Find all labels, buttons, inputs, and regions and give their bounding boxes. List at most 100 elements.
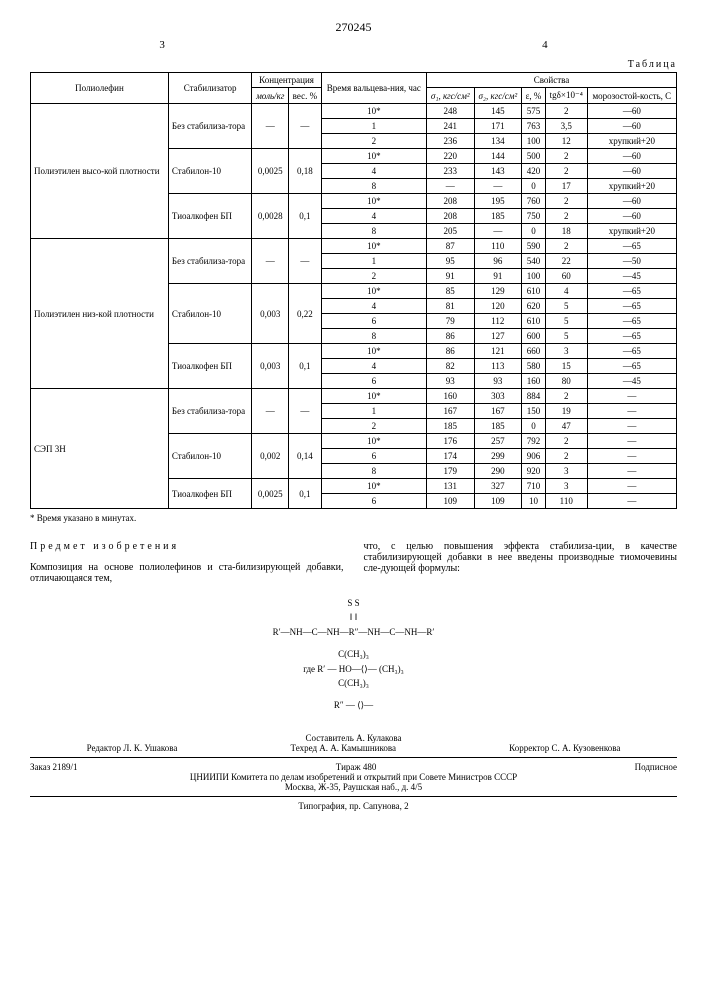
formula-main: R′—NH—C—NH—R″—NH—C—NH—R′: [30, 625, 677, 639]
cell-s1: 85: [426, 284, 474, 299]
cell-e: 100: [522, 134, 546, 149]
cell-e: 884: [522, 389, 546, 404]
cell-f: —60: [587, 209, 676, 224]
cell-pct: 0,1: [289, 344, 322, 389]
th-frost: морозостой-кость, С: [587, 88, 676, 104]
cell-tg: 19: [545, 404, 587, 419]
cell-s2: 110: [474, 239, 522, 254]
cell-mol: —: [252, 389, 289, 434]
divider2: [30, 796, 677, 797]
cell-pct: 0,1: [289, 479, 322, 509]
order: Заказ 2189/1: [30, 762, 78, 772]
cell-s1: 236: [426, 134, 474, 149]
cell-f: —60: [587, 194, 676, 209]
document-number: 270245: [30, 20, 677, 35]
cell-f: —: [587, 479, 676, 494]
cell-time: 4: [321, 164, 426, 179]
cell-tg: 5: [545, 329, 587, 344]
cell-time: 1: [321, 254, 426, 269]
cell-s1: 95: [426, 254, 474, 269]
cell-tg: 2: [545, 149, 587, 164]
techred: Техред А. А. Камышникова: [291, 743, 396, 753]
cell-s2: 112: [474, 314, 522, 329]
cell-time: 8: [321, 464, 426, 479]
cell-time: 10*: [321, 239, 426, 254]
table-row: Полиэтилен высо-кой плотностиБез стабили…: [31, 104, 677, 119]
th-time: Время вальцева-ния, час: [321, 73, 426, 104]
cell-s2: 113: [474, 359, 522, 374]
cell-s2: 144: [474, 149, 522, 164]
subject-heading: Предмет изобретения: [30, 541, 344, 552]
cell-f: —45: [587, 269, 676, 284]
cell-tg: 4: [545, 284, 587, 299]
cell-e: 590: [522, 239, 546, 254]
cell-time: 4: [321, 299, 426, 314]
page-right: 4: [542, 39, 548, 51]
pub-org: ЦНИИПИ Комитета по делам изобретений и о…: [30, 772, 677, 782]
cell-f: хрупкий+20: [587, 224, 676, 239]
cell-tg: 22: [545, 254, 587, 269]
cell-f: —65: [587, 344, 676, 359]
cell-time: 10*: [321, 389, 426, 404]
subscription: Подписное: [635, 762, 677, 772]
cell-f: —60: [587, 104, 676, 119]
cell-e: 580: [522, 359, 546, 374]
cell-e: 0: [522, 179, 546, 194]
cell-f: —45: [587, 374, 676, 389]
cell-s2: 167: [474, 404, 522, 419]
pub-row: Заказ 2189/1 Тираж 480 Подписное: [30, 762, 677, 772]
cell-time: 10*: [321, 104, 426, 119]
table-row: Полиэтилен низ-кой плотностиБез стабилиз…: [31, 239, 677, 254]
chemical-formula: S S ‖ ‖ R′—NH—C—NH—R″—NH—C—NH—R′ C(CH₃)₃…: [30, 596, 677, 713]
cell-f: —65: [587, 314, 676, 329]
cell-e: 610: [522, 314, 546, 329]
cell-s2: 134: [474, 134, 522, 149]
th-sigma1: σ₁, кгс/см²: [426, 88, 474, 104]
cell-s2: 96: [474, 254, 522, 269]
formula-r2: R″ — ⟨⟩—: [30, 698, 677, 712]
cell-s2: 185: [474, 419, 522, 434]
cell-tg: 60: [545, 269, 587, 284]
cell-f: —50: [587, 254, 676, 269]
cell-s1: 241: [426, 119, 474, 134]
cell-e: 575: [522, 104, 546, 119]
pub-typo: Типография, пр. Сапунова, 2: [30, 801, 677, 811]
cell-f: —65: [587, 299, 676, 314]
th-concentration: Концентрация: [252, 73, 321, 88]
cell-tg: 15: [545, 359, 587, 374]
cell-e: 100: [522, 269, 546, 284]
cell-pct: 0,1: [289, 194, 322, 239]
cell-f: —65: [587, 284, 676, 299]
cell-f: —: [587, 494, 676, 509]
corrector: Корректор С. А. Кузовенкова: [509, 743, 620, 753]
formula-bonds: ‖ ‖: [30, 610, 677, 624]
cell-s2: 91: [474, 269, 522, 284]
cell-e: 0: [522, 419, 546, 434]
cell-f: —: [587, 419, 676, 434]
cell-time: 6: [321, 449, 426, 464]
table-row: СЭП 3НБез стабилиза-тора——10*1603038842—: [31, 389, 677, 404]
cell-time: 10*: [321, 284, 426, 299]
cell-mol: 0,0025: [252, 149, 289, 194]
th-eps: ε, %: [522, 88, 546, 104]
cell-s1: 82: [426, 359, 474, 374]
cell-s1: 208: [426, 209, 474, 224]
cell-tg: 2: [545, 449, 587, 464]
cell-f: —: [587, 464, 676, 479]
cell-time: 4: [321, 209, 426, 224]
cell-e: 150: [522, 404, 546, 419]
cell-e: 660: [522, 344, 546, 359]
cell-time: 6: [321, 314, 426, 329]
cell-time: 10*: [321, 344, 426, 359]
formula-r1: где R′ — HO—⟨⟩— (CH₃)₃: [30, 662, 677, 676]
page-numbers: 3 4: [159, 39, 547, 51]
cell-s1: 109: [426, 494, 474, 509]
cell-s2: —: [474, 179, 522, 194]
formula-rtop: C(CH₃)₃: [30, 647, 677, 661]
cell-time: 2: [321, 419, 426, 434]
editor: Редактор Л. К. Ушакова: [87, 743, 178, 753]
cell-tg: 3,5: [545, 119, 587, 134]
compiler: Составитель А. Кулакова: [30, 733, 677, 743]
cell-tg: 2: [545, 209, 587, 224]
cell-time: 4: [321, 359, 426, 374]
